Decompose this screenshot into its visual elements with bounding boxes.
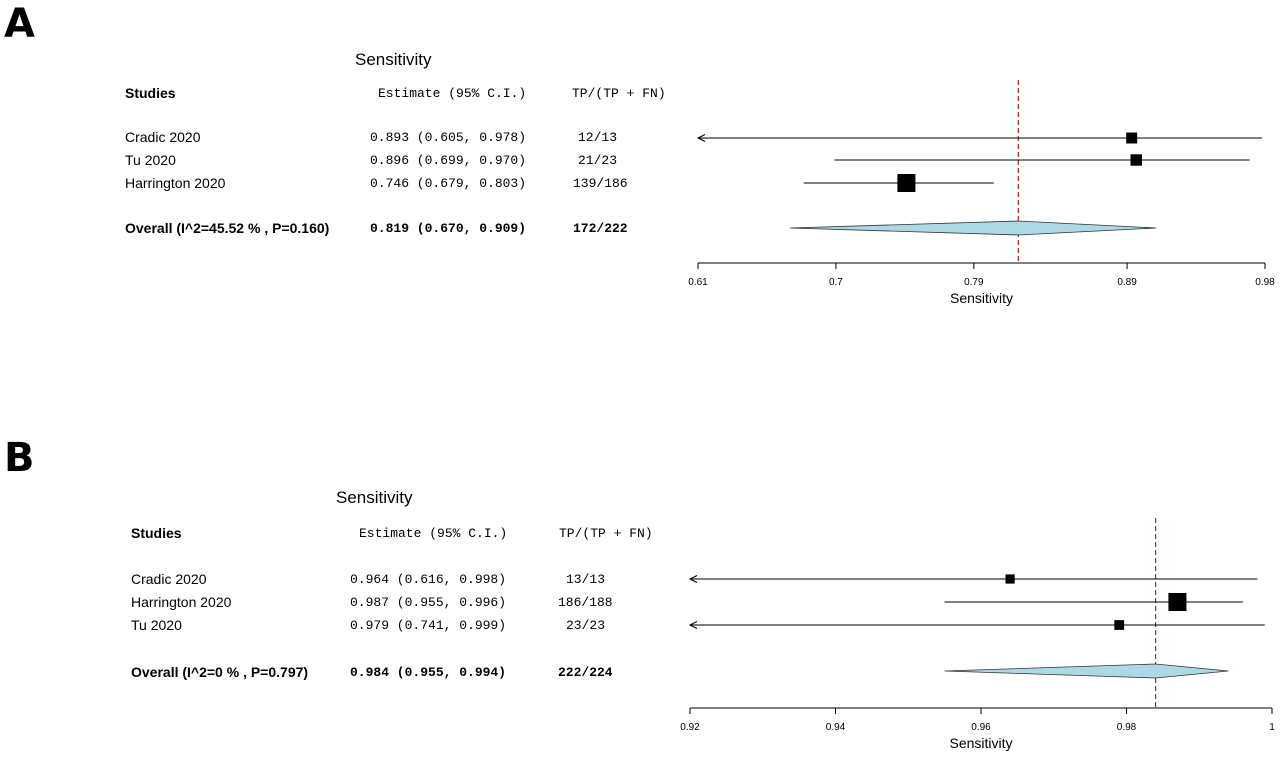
plot-title: Sensitivity bbox=[355, 50, 432, 69]
ci-arrow bbox=[696, 134, 706, 142]
study-marker bbox=[1130, 154, 1143, 166]
study-marker bbox=[1114, 620, 1125, 630]
study-ratio: 23/23 bbox=[566, 618, 606, 633]
study-estimate: 0.987 (0.955, 0.996) bbox=[350, 595, 507, 610]
ratio-header: TP/(TP + FN) bbox=[559, 526, 653, 541]
study-estimate: 0.964 (0.616, 0.998) bbox=[350, 572, 507, 587]
study-name: Harrington 2020 bbox=[131, 594, 232, 610]
x-tick-label: 0.96 bbox=[971, 722, 991, 733]
panel-label: B bbox=[4, 435, 35, 481]
x-tick-label: 0.94 bbox=[826, 722, 846, 733]
overall-ratio: 172/222 bbox=[573, 221, 628, 236]
study-estimate: 0.979 (0.741, 0.999) bbox=[350, 618, 507, 633]
ratio-header: TP/(TP + FN) bbox=[572, 86, 666, 101]
x-tick-label: 1 bbox=[1269, 722, 1275, 733]
study-name: Cradic 2020 bbox=[125, 129, 201, 145]
plot-title: Sensitivity bbox=[336, 488, 413, 507]
estimate-header: Estimate (95% C.I.) bbox=[359, 526, 508, 541]
x-tick-label: 0.79 bbox=[964, 277, 984, 288]
overall-label: Overall (I^2=45.52 % , P=0.160) bbox=[125, 220, 330, 236]
panel-label: A bbox=[4, 1, 35, 47]
study-ratio: 186/188 bbox=[558, 595, 613, 610]
overall-label: Overall (I^2=0 % , P=0.797) bbox=[131, 664, 309, 680]
forest-plot-panel-a: A Sensitivity Studies Estimate (95% C.I.… bbox=[4, 1, 1275, 306]
study-marker bbox=[897, 174, 916, 192]
study-marker bbox=[1126, 132, 1138, 144]
x-tick-label: 0.98 bbox=[1117, 722, 1137, 733]
study-ratio: 12/13 bbox=[578, 130, 618, 145]
overall-estimate: 0.819 (0.670, 0.909) bbox=[370, 221, 527, 236]
study-marker bbox=[1168, 593, 1187, 611]
study-ratio: 139/186 bbox=[573, 176, 628, 191]
x-tick-label: 0.61 bbox=[688, 277, 708, 288]
x-axis-label: Sensitivity bbox=[949, 735, 1012, 751]
x-axis-label: Sensitivity bbox=[950, 290, 1013, 306]
study-ratio: 13/13 bbox=[566, 572, 606, 587]
study-marker bbox=[1005, 574, 1015, 584]
overall-estimate: 0.984 (0.955, 0.994) bbox=[350, 665, 507, 680]
x-tick-label: 0.89 bbox=[1117, 277, 1137, 288]
ci-arrow bbox=[688, 621, 698, 629]
studies-header: Studies bbox=[131, 525, 182, 541]
study-estimate: 0.896 (0.699, 0.970) bbox=[370, 153, 527, 168]
x-tick-label: 0.7 bbox=[829, 277, 843, 288]
forest-plot-a: 0.61 0.7 0.79 0.89 0.98 Sensitivity bbox=[688, 80, 1275, 306]
studies-header: Studies bbox=[125, 85, 176, 101]
study-estimate: 0.893 (0.605, 0.978) bbox=[370, 130, 527, 145]
study-name: Harrington 2020 bbox=[125, 175, 226, 191]
overall-diamond bbox=[944, 663, 1229, 679]
study-estimate: 0.746 (0.679, 0.803) bbox=[370, 176, 527, 191]
x-tick-label: 0.92 bbox=[680, 722, 700, 733]
forest-plot-b: 0.92 0.94 0.96 0.98 1 Sensitivity bbox=[680, 518, 1275, 751]
ci-arrow bbox=[688, 575, 698, 583]
forest-plot-panel-b: B Sensitivity Studies Estimate (95% C.I.… bbox=[0, 430, 1280, 772]
study-name: Tu 2020 bbox=[131, 617, 182, 633]
study-name: Tu 2020 bbox=[125, 152, 176, 168]
overall-diamond bbox=[789, 220, 1157, 236]
x-tick-label: 0.98 bbox=[1255, 277, 1275, 288]
study-name: Cradic 2020 bbox=[131, 571, 207, 587]
overall-ratio: 222/224 bbox=[558, 665, 613, 680]
study-ratio: 21/23 bbox=[578, 153, 618, 168]
estimate-header: Estimate (95% C.I.) bbox=[378, 86, 527, 101]
